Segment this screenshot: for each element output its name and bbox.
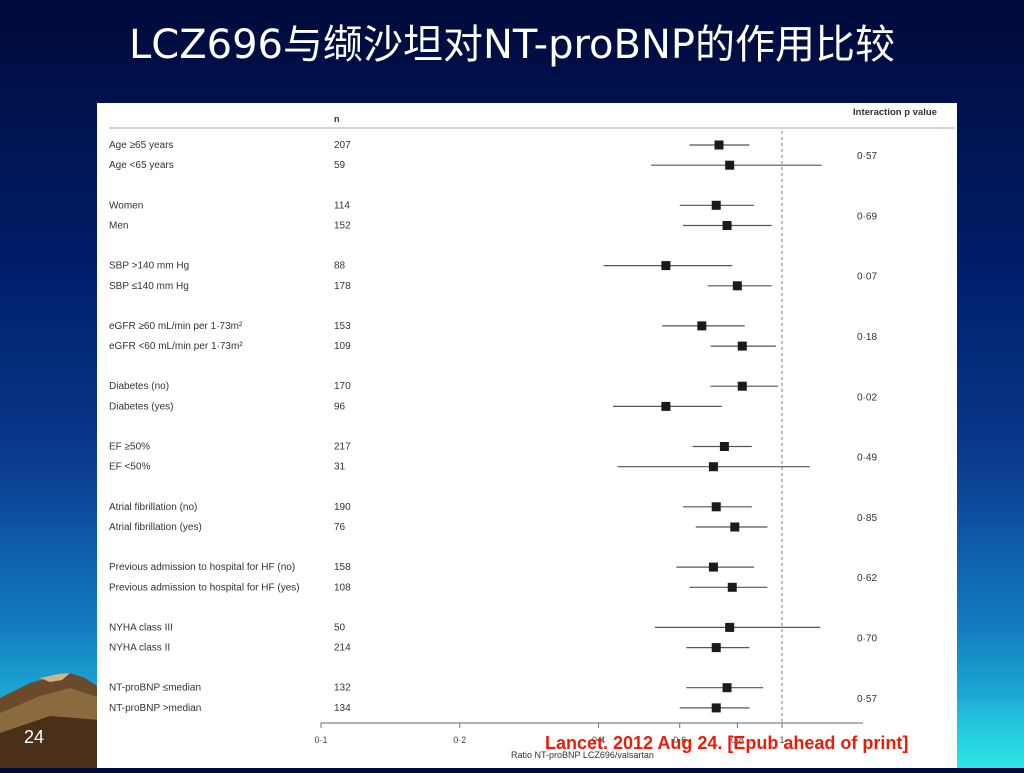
x-tick-label: 0·4 <box>592 735 605 745</box>
row-n: 108 <box>334 582 351 593</box>
row-n: 158 <box>334 562 351 573</box>
estimate-marker <box>725 622 735 632</box>
row-n: 217 <box>334 442 351 453</box>
x-tick-label: 1 <box>779 735 784 745</box>
slide-title: LCZ696与缬沙坦对NT-proBNP的作用比较 <box>129 22 895 68</box>
x-tick-label: 0·6 <box>673 735 686 745</box>
row-label: EF ≥50% <box>109 442 150 453</box>
estimate-marker <box>711 200 721 210</box>
x-tick-label: 0·2 <box>453 735 466 745</box>
row-label: NYHA class II <box>109 643 170 654</box>
row-label: Previous admission to hospital for HF (n… <box>109 562 295 573</box>
estimate-marker <box>725 160 735 170</box>
row-n: 88 <box>334 261 346 272</box>
row-n: 59 <box>334 160 346 171</box>
interaction-p-value: 0·49 <box>857 453 877 464</box>
mountain-decoration <box>0 673 100 768</box>
row-n: 114 <box>334 200 350 211</box>
forest-plot: n Interaction p value Age ≥65 years 207 Ag… <box>109 107 955 760</box>
row-n: 76 <box>334 522 346 533</box>
estimate-marker <box>722 221 732 230</box>
row-label: Age <65 years <box>109 160 174 171</box>
row-n: 132 <box>334 683 351 694</box>
row-label: NYHA class III <box>109 622 173 633</box>
row-label: Diabetes (yes) <box>109 401 173 412</box>
forest-plot-figure: n Interaction p value Age ≥65 years 207 Ag… <box>97 103 957 768</box>
estimate-marker <box>708 562 718 572</box>
row-n: 170 <box>334 381 351 392</box>
estimate-marker <box>722 683 732 693</box>
interaction-p-value: 0·18 <box>857 332 877 343</box>
row-label: Atrial fibrillation (yes) <box>109 522 202 533</box>
row-label: Previous admission to hospital for HF (y… <box>109 582 300 593</box>
estimate-marker <box>661 261 671 271</box>
x-tick-label: 0·8 <box>731 735 744 745</box>
row-label: SBP >140 mm Hg <box>109 261 189 272</box>
row-label: Men <box>109 221 128 232</box>
estimate-marker <box>730 522 740 532</box>
row-n: 178 <box>334 281 351 292</box>
interaction-p-value: 0·07 <box>857 272 877 283</box>
header-n: n <box>334 114 340 124</box>
row-label: Diabetes (no) <box>109 381 169 392</box>
row-label: Women <box>109 200 143 211</box>
row-n: 31 <box>334 462 346 473</box>
row-n: 109 <box>334 341 351 352</box>
decorative-strip <box>957 700 1024 768</box>
estimate-marker <box>697 321 707 331</box>
row-n: 214 <box>334 643 351 654</box>
row-label: EF <50% <box>109 462 151 473</box>
row-label: eGFR <60 mL/min per 1·73m² <box>109 341 243 352</box>
interaction-p-value: 0·02 <box>857 392 877 403</box>
estimate-marker <box>719 442 729 451</box>
interaction-p-value: 0·57 <box>857 151 877 162</box>
row-n: 207 <box>334 140 351 151</box>
row-n: 190 <box>334 502 351 513</box>
estimate-marker <box>711 703 721 713</box>
x-axis-label: Ratio NT-proBNP LCZ696/valsartan <box>511 750 654 760</box>
estimate-marker <box>737 381 747 391</box>
row-n: 96 <box>334 401 346 412</box>
row-label: eGFR ≥60 mL/min per 1·73m² <box>109 321 243 332</box>
interaction-p-value: 0·69 <box>857 211 877 222</box>
estimate-marker <box>714 140 724 150</box>
estimate-marker <box>711 502 721 512</box>
row-label: NT-proBNP ≤median <box>109 683 201 694</box>
interaction-p-value: 0·70 <box>857 634 877 645</box>
row-label: NT-proBNP >median <box>109 703 201 714</box>
row-label: Atrial fibrillation (no) <box>109 502 197 513</box>
estimate-marker <box>708 462 718 472</box>
estimate-marker <box>732 281 742 291</box>
estimate-marker <box>711 643 721 653</box>
estimate-marker <box>737 341 747 351</box>
estimate-marker <box>727 582 737 592</box>
x-tick-label: 0·1 <box>314 735 327 745</box>
row-n: 50 <box>334 622 346 633</box>
header-p-value: Interaction p value <box>853 107 937 118</box>
interaction-p-value: 0·62 <box>857 573 877 584</box>
row-label: Age ≥65 years <box>109 140 173 151</box>
interaction-p-value: 0·85 <box>857 513 877 524</box>
row-n: 152 <box>334 221 351 232</box>
citation-text: Lancet. 2012 Aug 24. [Epub ahead of prin… <box>545 733 909 753</box>
slide-number: 24 <box>24 727 45 747</box>
row-label: SBP ≤140 mm Hg <box>109 281 189 292</box>
estimate-marker <box>661 401 671 411</box>
interaction-p-value: 0·57 <box>857 694 877 705</box>
row-n: 134 <box>334 703 351 714</box>
row-n: 153 <box>334 321 351 332</box>
